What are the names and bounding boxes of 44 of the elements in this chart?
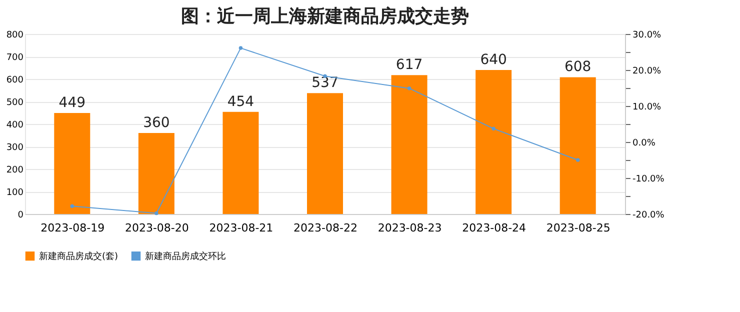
y-tick-label: 500	[6, 98, 24, 108]
y-tick-label: 400	[6, 120, 24, 130]
x-tick-label: 2023-08-24	[462, 222, 526, 234]
y2-tick-label: 30.0%	[632, 30, 662, 40]
bar	[222, 112, 259, 214]
x-tick-label: 2023-08-22	[294, 222, 358, 234]
y2-tick-label: 20.0%	[632, 66, 662, 76]
y-tick-label: 200	[6, 166, 24, 176]
data-label: 449	[58, 94, 86, 111]
point	[70, 204, 74, 208]
bar	[54, 112, 90, 214]
x-tick-label: 2023-08-23	[378, 222, 442, 234]
point	[154, 211, 158, 216]
bar	[138, 133, 174, 214]
point	[238, 46, 243, 50]
y-tick-label: 0	[18, 210, 24, 220]
x-tick-label: 2023-08-19	[40, 222, 105, 234]
y-tick-label: 700	[6, 53, 24, 63]
bar	[307, 93, 343, 214]
y2-tick-label: 10.0%	[632, 102, 662, 112]
bar	[391, 75, 428, 214]
legend-label: 新建商品房成交(套)	[39, 251, 118, 262]
data-label: 360	[143, 115, 170, 131]
point	[576, 158, 580, 162]
x-tick-label: 2023-08-21	[209, 222, 274, 234]
point	[492, 126, 496, 131]
y-tick-label: 800	[6, 30, 24, 40]
x-tick-label: 2023-08-25	[546, 222, 610, 234]
point	[407, 86, 412, 90]
data-label: 454	[227, 94, 254, 110]
chart-title: 图：近一周上海新建商品房成交走势	[181, 6, 469, 27]
legend-label: 新建商品房成交环比	[145, 251, 226, 262]
bar	[476, 70, 512, 214]
x-tick-label: 2023-08-20	[124, 222, 189, 234]
y2-tick-label: 0.0%	[632, 138, 656, 148]
bar	[560, 77, 596, 214]
data-label: 608	[564, 59, 592, 76]
data-label: 617	[396, 57, 423, 74]
y-tick-label: 300	[6, 143, 24, 153]
y2-tick-label: -10.0%	[632, 174, 665, 184]
data-label: 640	[480, 52, 507, 68]
y2-tick-label: -20.0%	[632, 210, 665, 220]
y-tick-label: 600	[6, 76, 24, 86]
y-tick-label: 100	[6, 188, 24, 198]
